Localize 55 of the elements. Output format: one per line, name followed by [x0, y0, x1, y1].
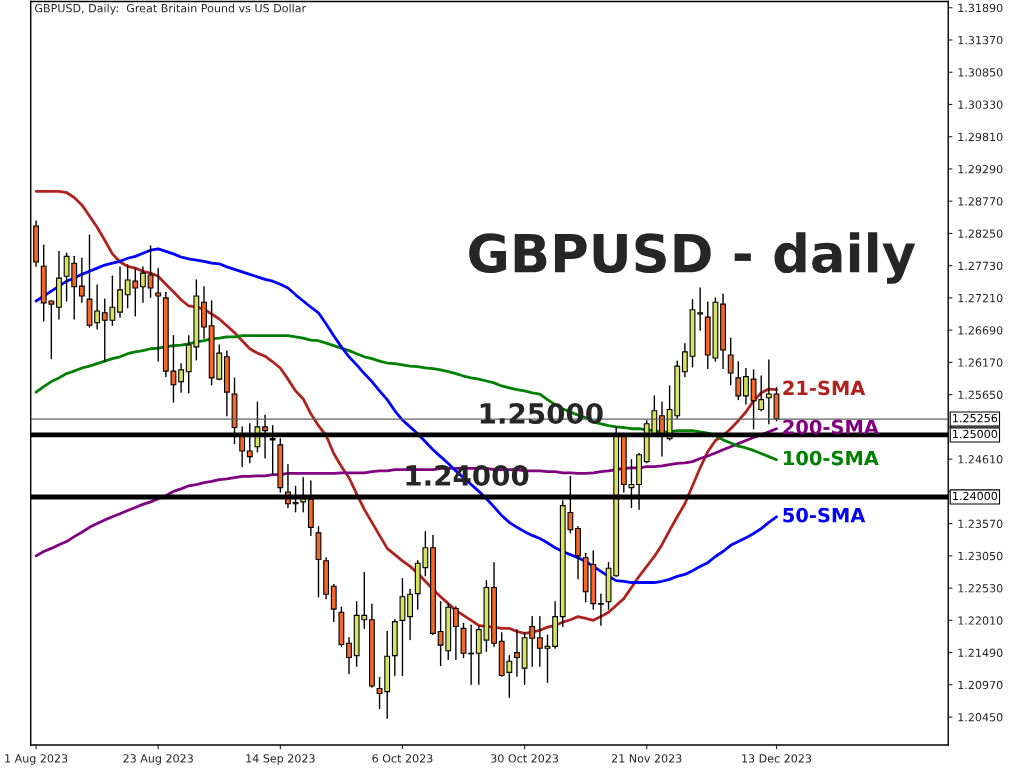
- series-label: 21-SMA: [783, 380, 866, 396]
- candlestick: [407, 588, 414, 641]
- ref-line-label: 1.24000: [953, 491, 998, 501]
- y-tick-label: 1.29810: [958, 132, 1003, 142]
- x-tick-label: 13 Dec 2023: [742, 754, 812, 763]
- candlestick: [78, 257, 85, 303]
- y-tick-label: 1.24610: [958, 455, 1003, 464]
- y-tick-label: 1.20450: [958, 713, 1003, 722]
- candlestick: [330, 583, 337, 623]
- candlestick: [452, 605, 459, 661]
- ref-line-label: 1.25000: [953, 429, 998, 439]
- candlestick: [346, 636, 352, 675]
- y-tick-label: 1.31890: [958, 3, 1003, 13]
- x-tick-label: 6 Oct 2023: [372, 754, 433, 763]
- series-label: 200-SMA: [783, 419, 879, 435]
- chart-title: GBPUSD, Daily: Great Britain Pound vs US Dollar: [35, 3, 307, 15]
- candlestick: [140, 266, 146, 303]
- series-label: 100-SMA: [784, 450, 879, 466]
- y-tick-label: 1.30850: [958, 68, 1003, 77]
- candlestick: [178, 362, 185, 393]
- y-tick-label: 1.27210: [958, 293, 1003, 303]
- candlestick: [735, 361, 742, 401]
- candlestick: [727, 337, 734, 386]
- x-tick-label: 21 Nov 2023: [611, 754, 682, 763]
- y-tick-label: 1.26690: [958, 326, 1003, 335]
- y-tick-label: 1.21490: [958, 648, 1003, 657]
- y-tick-label: 1.28250: [958, 229, 1003, 238]
- y-tick-label: 1.23050: [958, 551, 1003, 561]
- y-tick-label: 1.26170: [958, 358, 1003, 367]
- candlestick: [743, 367, 749, 405]
- candlestick: [597, 593, 604, 626]
- candlestick: [155, 268, 162, 362]
- y-tick-label: 1.30330: [958, 100, 1003, 109]
- x-tick-label: 1 Aug 2023: [5, 754, 68, 765]
- y-tick-label: 1.20970: [958, 680, 1003, 690]
- y-tick-label: 1.28770: [958, 197, 1003, 206]
- y-tick-label: 1.27730: [958, 261, 1003, 271]
- y-tick-label: 1.31370: [958, 35, 1003, 45]
- candlestick: [399, 578, 406, 677]
- y-tick-label: 1.22530: [958, 584, 1003, 593]
- y-tick-label: 1.25650: [958, 390, 1003, 400]
- x-tick-label: 23 Aug 2023: [123, 754, 193, 765]
- candlestick: [117, 266, 123, 318]
- line-series: [34, 334, 778, 462]
- series-label: 50-SMA: [783, 507, 866, 523]
- x-tick-label: 14 Sep 2023: [246, 754, 315, 765]
- candlestick: [514, 628, 520, 677]
- line-series: [34, 427, 778, 558]
- candlestick: [147, 245, 154, 298]
- y-tick-label: 1.29290: [958, 164, 1003, 174]
- x-tick-label: 30 Oct 2023: [491, 754, 559, 763]
- y-tick-label: 1.23570: [958, 519, 1003, 528]
- ref-line-label: 1.25256: [953, 413, 998, 423]
- annotation: GBPUSD - daily: [469, 232, 916, 284]
- y-tick-label: 1.22010: [958, 616, 1003, 625]
